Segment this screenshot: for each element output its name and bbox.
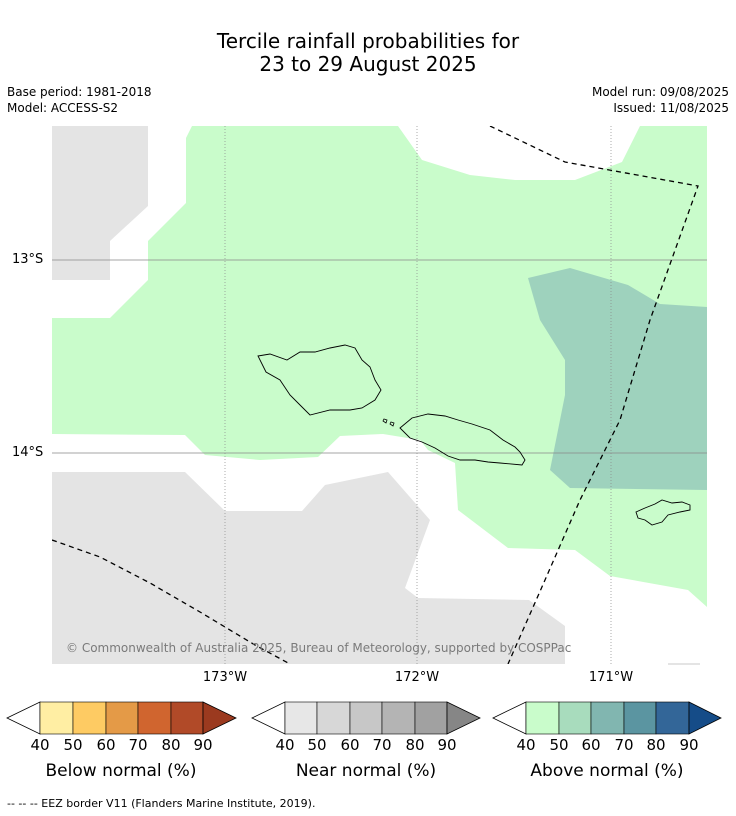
cb-below-tick: 40 (30, 736, 50, 754)
cb-above-box-2 (558, 701, 592, 735)
issued-date: Issued: 11/08/2025 (613, 101, 729, 115)
cb-below-tick: 70 (128, 736, 148, 754)
cb-above-box-4 (623, 701, 657, 735)
colorbar-below (6, 701, 237, 735)
cb-above-tick: 60 (581, 736, 601, 754)
graticule (52, 126, 707, 664)
cb-below-box-5 (170, 701, 204, 735)
cb-below-box-1 (39, 701, 74, 735)
cb-above-box-5 (655, 701, 690, 735)
above-normal-region-main (52, 126, 707, 607)
base-period: Base period: 1981-2018 (7, 85, 152, 99)
lon-label-173w: 173°W (202, 670, 248, 685)
meta-right: Model run: 09/08/2025 Issued: 11/08/2025 (592, 84, 729, 116)
lon-label-172w: 172°W (394, 670, 440, 685)
lat-label-14s: 14°S (12, 445, 44, 460)
cb-below-box-3 (105, 701, 139, 735)
colorbar-above (492, 701, 722, 735)
meta-left: Base period: 1981-2018 Model: ACCESS-S2 (7, 84, 152, 116)
island-tutuila (635, 499, 691, 526)
model-run: Model run: 09/08/2025 (591, 85, 729, 99)
cb-below-box-4 (137, 701, 172, 735)
cb-above-tick: 50 (549, 736, 569, 754)
cb-near-box-5 (414, 701, 448, 735)
title-line-1: Tercile rainfall probabilities for (216, 29, 520, 53)
cb-above-box-1 (525, 701, 560, 735)
model-name: Model: ACCESS-S2 (7, 101, 119, 115)
cb-near-tick: 40 (275, 736, 295, 754)
colorbar-near (251, 701, 481, 735)
cb-below-tick: 60 (96, 736, 116, 754)
colorbar-below-label: Below normal (%) (45, 761, 197, 781)
cb-below-tick: 80 (161, 736, 181, 754)
cb-below-box-2 (72, 701, 107, 735)
eez-footnote: -- -- -- EEZ border V11 (Flanders Marine… (7, 797, 316, 810)
cb-near-tick: 80 (405, 736, 425, 754)
cb-near-box-4 (381, 701, 416, 735)
cb-above-tick: 70 (614, 736, 634, 754)
cb-above-tick: 80 (646, 736, 666, 754)
island-upolu (399, 413, 526, 466)
map-title: Tercile rainfall probabilities for 23 to… (0, 30, 736, 76)
cb-above-tick: 40 (516, 736, 536, 754)
cb-above-box-3 (590, 701, 625, 735)
cb-near-box-3 (349, 701, 383, 735)
copyright-notice: © Commonwealth of Australia 2025, Bureau… (66, 641, 572, 655)
colorbar-near-label: Near normal (%) (295, 761, 437, 781)
cb-below-tick: 90 (193, 736, 213, 754)
colorbar-above-label: Above normal (%) (530, 761, 684, 781)
island-small-2 (389, 421, 395, 427)
island-savaii (257, 344, 382, 416)
cb-near-box-1 (284, 701, 318, 735)
cb-near-box-2 (316, 701, 351, 735)
island-small-1 (382, 418, 388, 424)
lat-label-13s: 13°S (12, 252, 44, 267)
title-line-2: 23 to 29 August 2025 (259, 52, 477, 76)
above-normal-region-east (528, 268, 707, 490)
eez-border (52, 126, 699, 664)
cb-near-tick: 50 (307, 736, 327, 754)
near-normal-region-south (52, 472, 565, 664)
lon-label-171w: 171°W (588, 670, 634, 685)
near-normal-region-nw (52, 126, 148, 280)
cb-near-tick: 60 (340, 736, 360, 754)
cb-above-tick: 90 (679, 736, 699, 754)
cb-near-tick: 70 (372, 736, 392, 754)
cb-near-tick: 90 (437, 736, 457, 754)
cb-below-tick: 50 (63, 736, 83, 754)
